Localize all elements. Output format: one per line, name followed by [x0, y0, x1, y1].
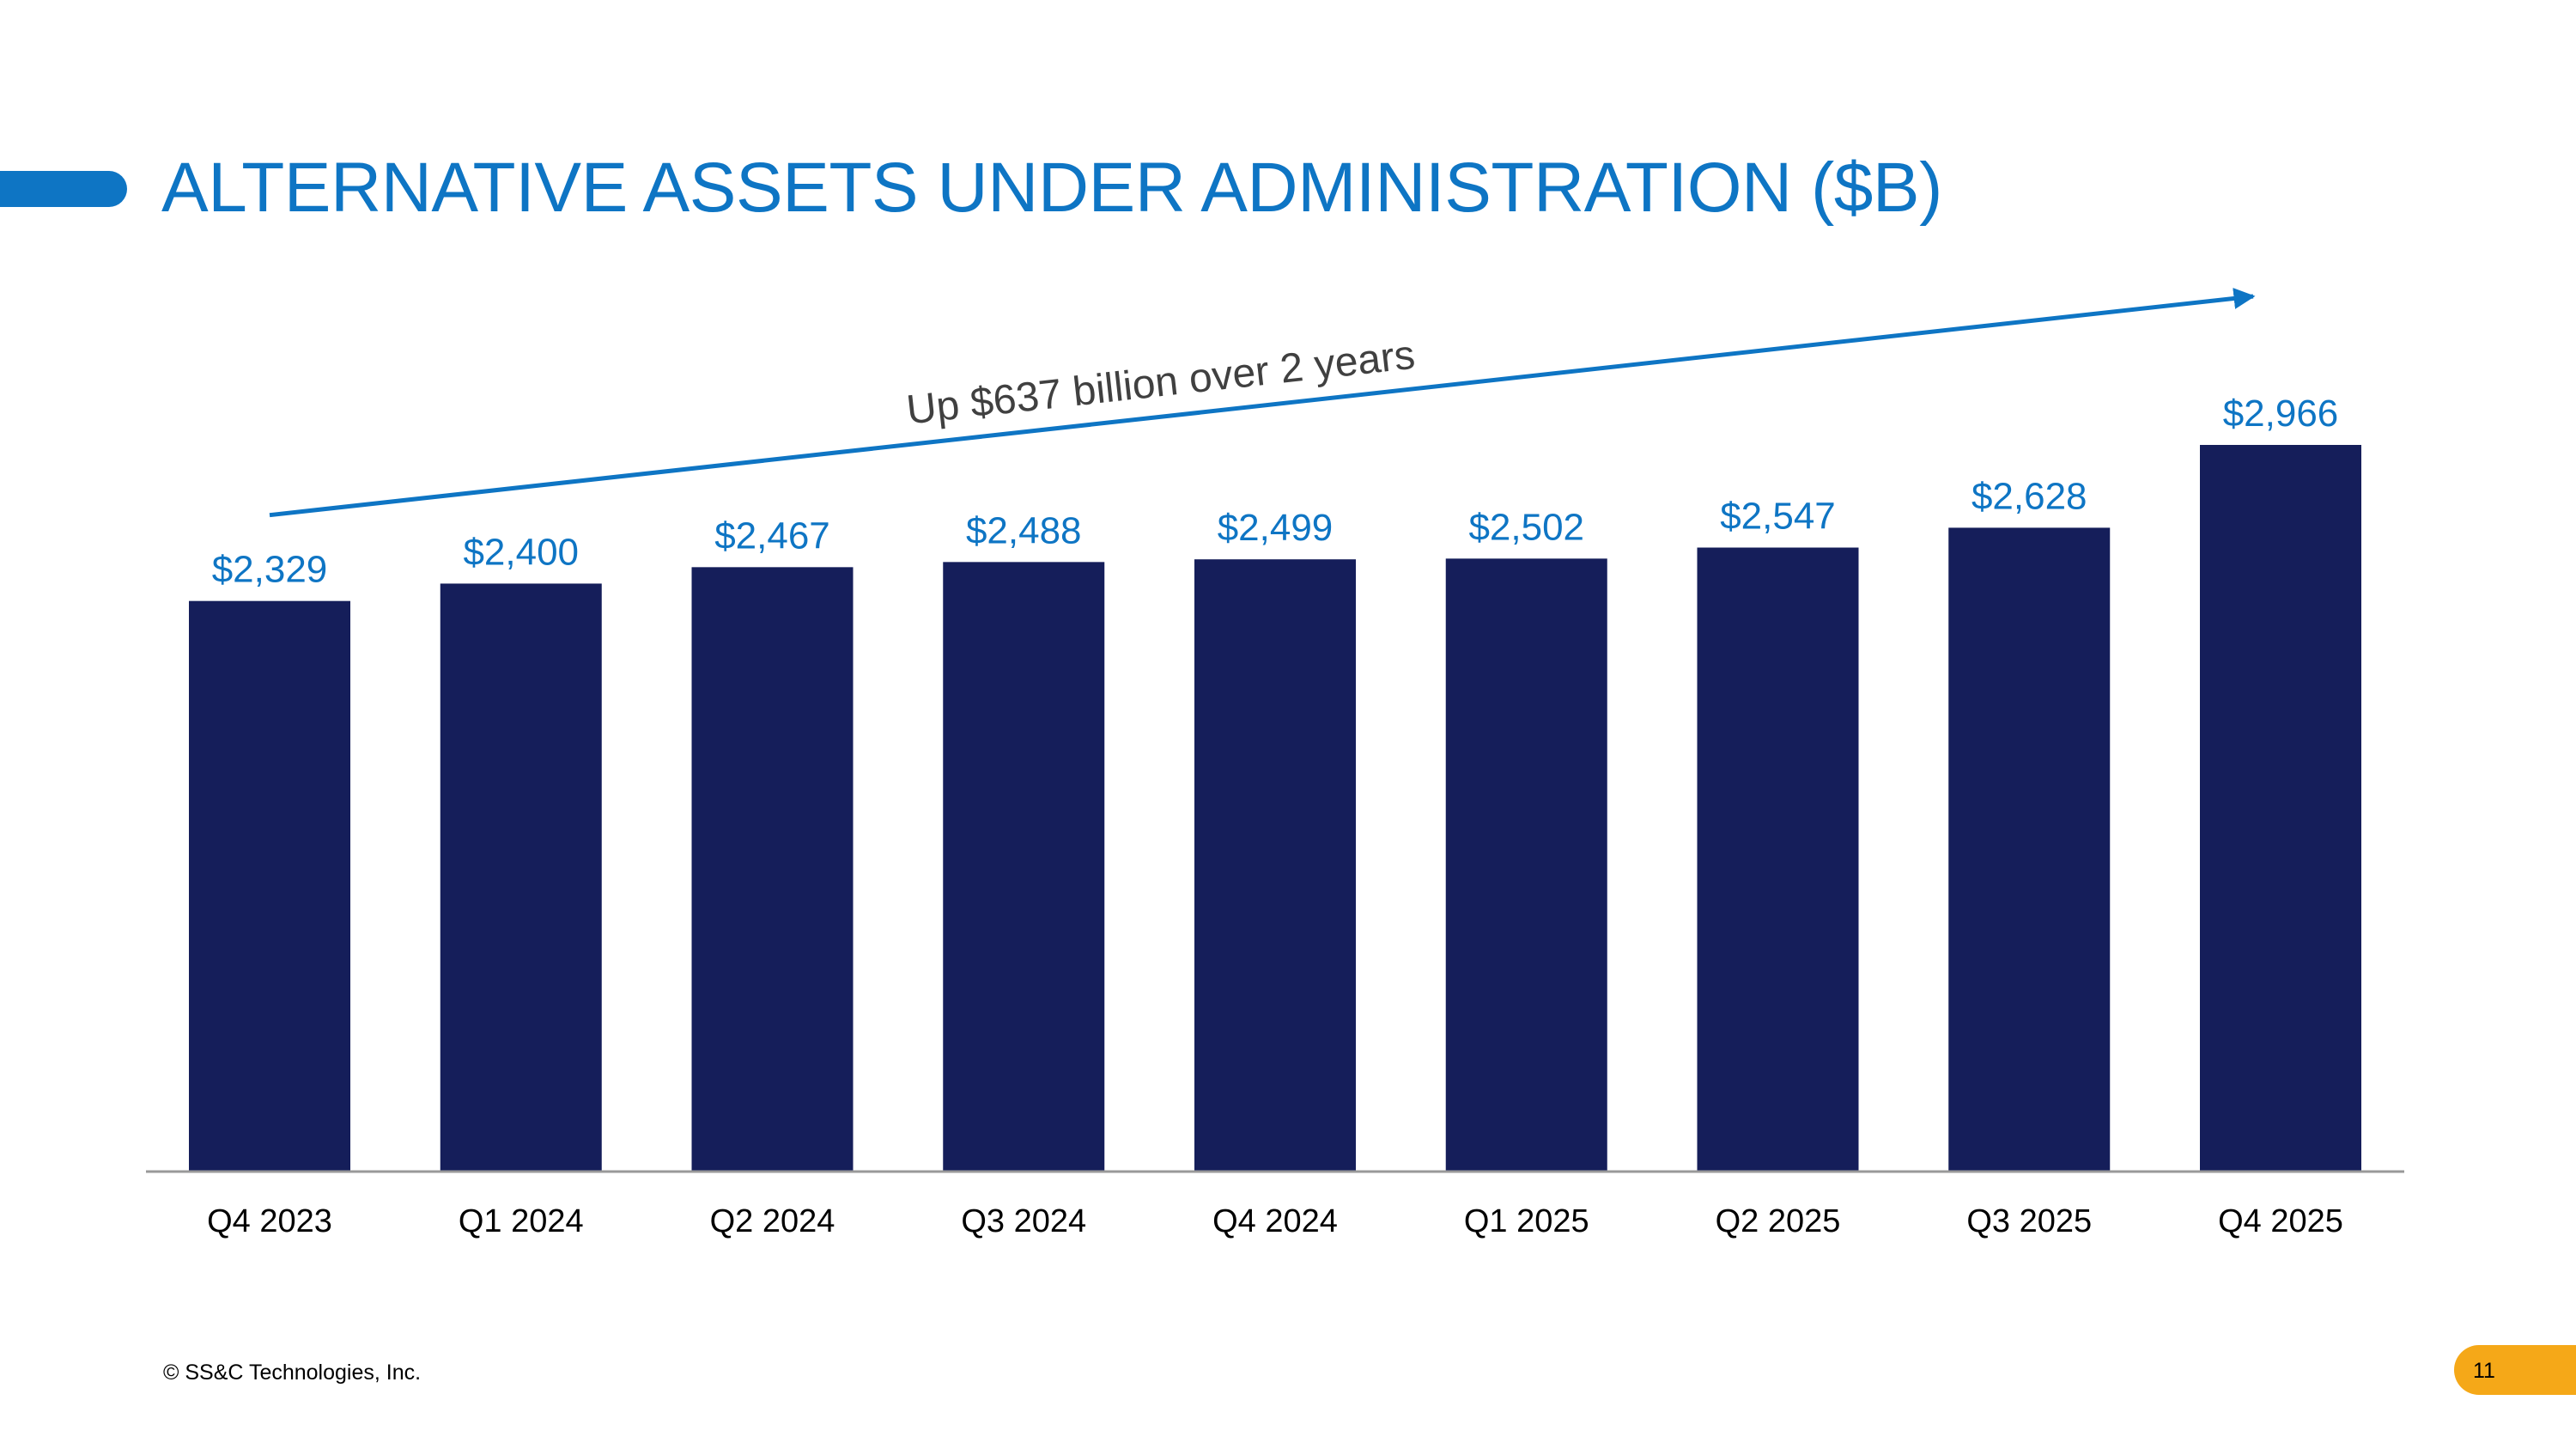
data-label-q4-2025: $2,966: [2223, 393, 2339, 435]
data-label-q4-2023: $2,329: [212, 549, 328, 591]
bar-q2-2025: [1697, 547, 1859, 1172]
x-tick-label-q1-2024: Q1 2024: [459, 1203, 584, 1239]
bar-q3-2025: [1948, 527, 2111, 1172]
page-number-badge: [2454, 1345, 2576, 1395]
page-number: 11: [2473, 1359, 2495, 1383]
footer-copyright: © SS&C Technologies, Inc.: [163, 1361, 422, 1385]
bar-q4-2025: [2200, 445, 2361, 1172]
x-tick-label-q2-2024: Q2 2024: [710, 1203, 835, 1239]
data-label-q3-2025: $2,628: [1971, 475, 2087, 517]
data-label-q1-2024: $2,400: [463, 531, 579, 573]
data-label-q4-2024: $2,499: [1218, 507, 1334, 549]
x-tick-label-q4-2023: Q4 2023: [207, 1203, 332, 1239]
bar-q1-2025: [1445, 558, 1607, 1172]
title-accent-bar: [0, 171, 127, 207]
bar-q1-2024: [440, 583, 602, 1172]
bar-q3-2024: [943, 562, 1105, 1172]
x-tick-label-q3-2024: Q3 2024: [961, 1203, 1086, 1239]
data-label-q3-2024: $2,488: [966, 509, 1082, 551]
trend-arrow: [269, 288, 2256, 518]
data-label-q2-2024: $2,467: [714, 514, 830, 557]
data-label-q2-2025: $2,547: [1720, 496, 1836, 538]
x-tick-label-q1-2025: Q1 2025: [1464, 1203, 1589, 1239]
x-tick-label-q4-2024: Q4 2024: [1212, 1203, 1338, 1239]
data-label-q1-2025: $2,502: [1468, 506, 1584, 548]
x-tick-label-q4-2025: Q4 2025: [2218, 1203, 2343, 1239]
bar-q4-2024: [1194, 559, 1356, 1172]
slide-title: ALTERNATIVE ASSETS UNDER ADMINISTRATION …: [161, 149, 1942, 227]
x-tick-label-q3-2025: Q3 2025: [1966, 1203, 2092, 1239]
bar-q4-2023: [189, 600, 350, 1172]
x-tick-label-q2-2025: Q2 2025: [1716, 1203, 1841, 1239]
bar-q2-2024: [691, 567, 854, 1172]
